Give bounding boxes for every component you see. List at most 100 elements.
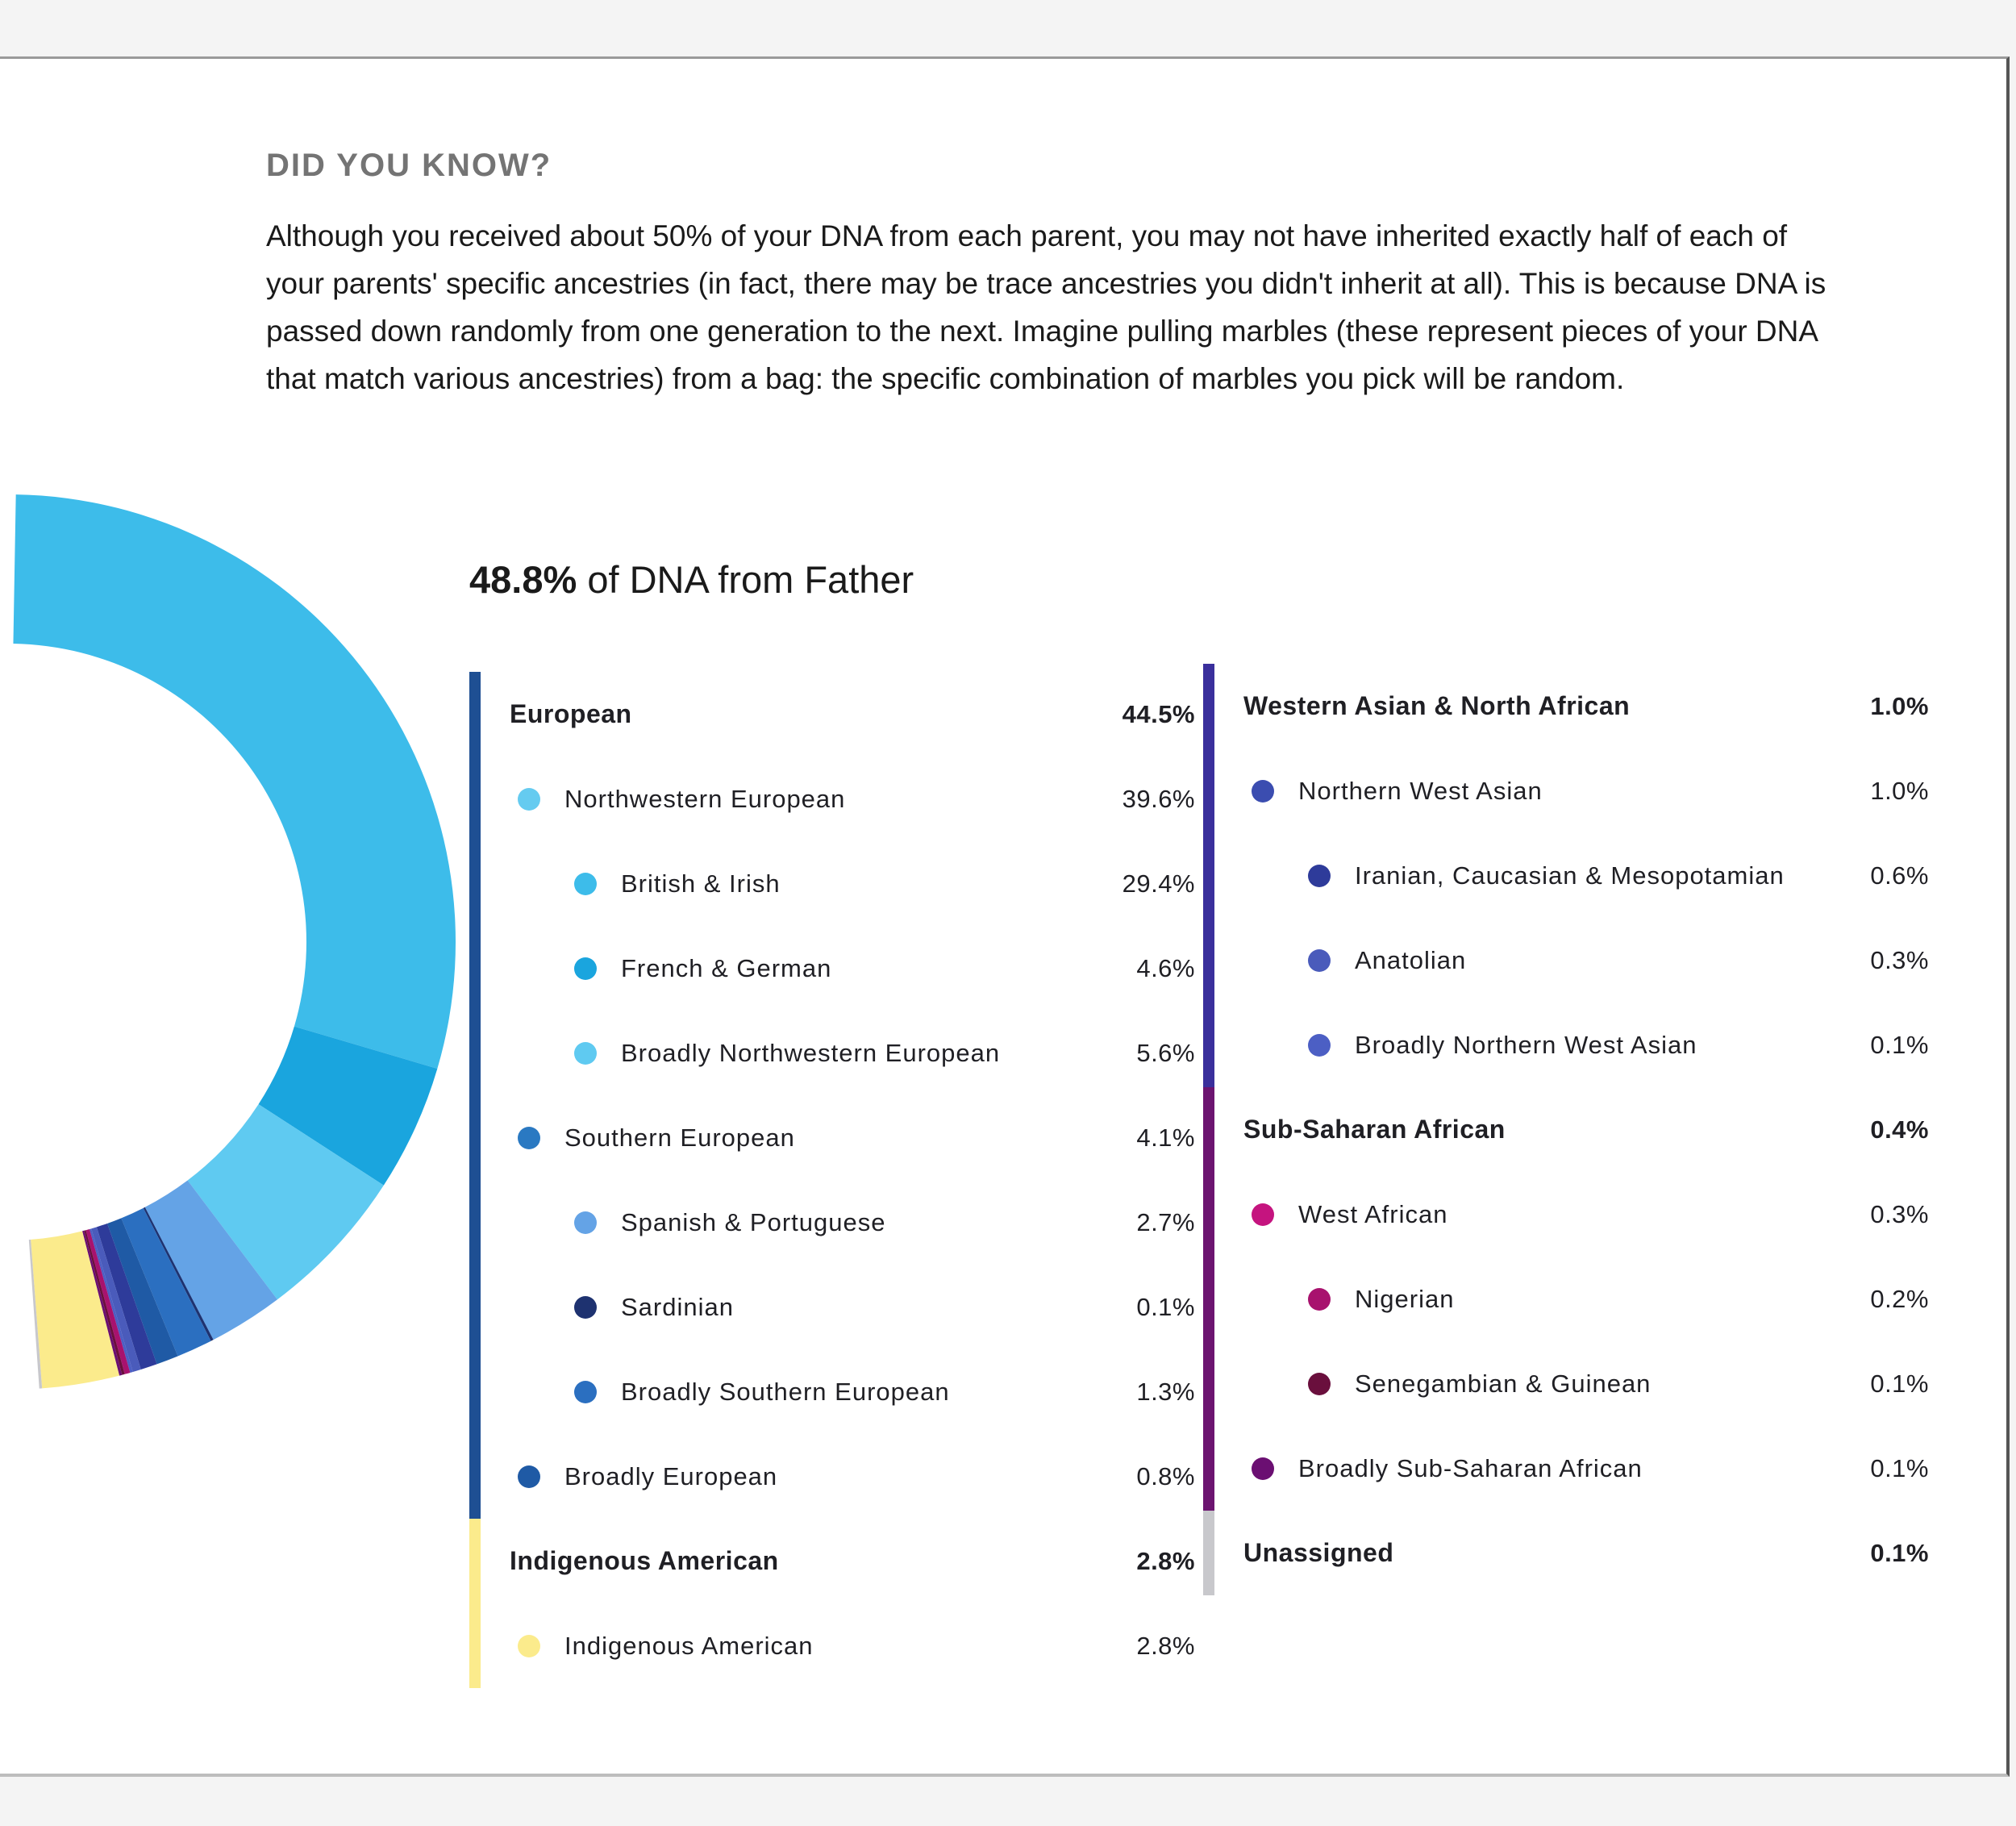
color-dot-icon bbox=[574, 957, 597, 980]
ancestry-name: Broadly Sub-Saharan African bbox=[1298, 1453, 1643, 1482]
ancestry-name: Nigerian bbox=[1355, 1284, 1455, 1313]
ancestry-group-name: Sub-Saharan African bbox=[1243, 1115, 1506, 1144]
ancestry-name: Broadly Northern West Asian bbox=[1355, 1030, 1697, 1059]
donut-slice-senegambian-and-guinean bbox=[84, 1230, 125, 1375]
ancestry-group-indigenous-american[interactable]: Indigenous American 2.8% bbox=[469, 1519, 1195, 1603]
ancestry-row-iranian-caucasian-and-mesopotamian[interactable]: Iranian, Caucasian & Mesopotamian 0.6% bbox=[1203, 833, 1929, 918]
group-color-bar-sub-saharan-african bbox=[1203, 1087, 1214, 1511]
ancestry-percent: 2.8% bbox=[1136, 1631, 1195, 1660]
ancestry-group-unassigned[interactable]: Unassigned 0.1% bbox=[1203, 1511, 1929, 1595]
donut-slice-sardinian bbox=[143, 1207, 214, 1341]
color-dot-icon bbox=[518, 787, 540, 811]
donut-slice-british-and-irish bbox=[13, 494, 456, 1069]
ancestry-name: Sardinian bbox=[621, 1292, 734, 1321]
ancestry-group-name: Unassigned bbox=[1243, 1538, 1394, 1567]
ancestry-row-northwestern-european[interactable]: Northwestern European 39.6% bbox=[469, 757, 1195, 841]
ancestry-row-broadly-european[interactable]: Broadly European 0.8% bbox=[469, 1434, 1195, 1519]
father-dna-percent: 48.8% bbox=[469, 558, 577, 601]
ancestry-percent: 0.8% bbox=[1136, 1461, 1195, 1490]
ancestry-row-anatolian[interactable]: Anatolian 0.3% bbox=[1203, 918, 1929, 1003]
ancestry-row-broadly-northwestern-european[interactable]: Broadly Northwestern European 5.6% bbox=[469, 1011, 1195, 1095]
ancestry-percent: 1.3% bbox=[1136, 1377, 1195, 1406]
donut-slice-broadly-northwestern-european bbox=[187, 1104, 384, 1300]
ancestry-name: Anatolian bbox=[1355, 945, 1467, 974]
donut-slice-spanish-and-portuguese bbox=[144, 1180, 277, 1340]
ancestry-row-british-and-irish[interactable]: British & Irish 29.4% bbox=[469, 841, 1195, 926]
ancestry-row-broadly-southern-european[interactable]: Broadly Southern European 1.3% bbox=[469, 1349, 1195, 1434]
color-dot-icon bbox=[1308, 1033, 1331, 1057]
ancestry-percent: 0.1% bbox=[1870, 1453, 1929, 1482]
color-dot-icon bbox=[1308, 948, 1331, 972]
ancestry-row-spanish-and-portuguese[interactable]: Spanish & Portuguese 2.7% bbox=[469, 1180, 1195, 1265]
ancestry-percent: 4.1% bbox=[1136, 1123, 1195, 1152]
ancestry-name: Iranian, Caucasian & Mesopotamian bbox=[1355, 861, 1785, 890]
ancestry-percent: 0.2% bbox=[1870, 1284, 1929, 1313]
ancestry-percent: 2.7% bbox=[1136, 1207, 1195, 1236]
ancestry-group-percent: 1.0% bbox=[1870, 691, 1929, 720]
ancestry-row-nigerian[interactable]: Nigerian 0.2% bbox=[1203, 1257, 1929, 1341]
intro-paragraph: Although you received about 50% of your … bbox=[266, 219, 1826, 395]
color-dot-icon bbox=[574, 1211, 597, 1234]
donut-slice-broadly-european bbox=[107, 1218, 178, 1365]
ancestry-group-sub-saharan-african[interactable]: Sub-Saharan African 0.4% bbox=[1203, 1087, 1929, 1172]
father-dna-heading: 48.8% of DNA from Father bbox=[469, 557, 914, 602]
ancestry-name: British & Irish bbox=[621, 869, 781, 898]
donut-slice-iranian-caucasian-and-mesopotamian bbox=[96, 1223, 157, 1370]
group-color-bar-western-asian-and-north-african bbox=[1203, 664, 1214, 1087]
ancestry-row-senegambian-and-guinean[interactable]: Senegambian & Guinean 0.1% bbox=[1203, 1341, 1929, 1426]
color-dot-icon bbox=[1252, 1457, 1274, 1480]
ancestry-list-left: European 44.5% Northwestern European 39.6% B… bbox=[469, 672, 1195, 1688]
ancestry-row-southern-european[interactable]: Southern European 4.1% bbox=[469, 1095, 1195, 1180]
ancestry-percent: 4.6% bbox=[1136, 953, 1195, 982]
color-dot-icon bbox=[574, 1041, 597, 1065]
ancestry-name: Broadly European bbox=[564, 1461, 778, 1490]
ancestry-group-percent: 0.4% bbox=[1870, 1115, 1929, 1144]
ancestry-name: Southern European bbox=[564, 1123, 795, 1152]
color-dot-icon bbox=[1308, 1287, 1331, 1311]
ancestry-percent: 1.0% bbox=[1870, 776, 1929, 805]
ancestry-row-french-and-german[interactable]: French & German 4.6% bbox=[469, 926, 1195, 1011]
ancestry-name: Northwestern European bbox=[564, 784, 846, 813]
ancestry-group-name: European bbox=[510, 699, 632, 728]
ancestry-row-sardinian[interactable]: Sardinian 0.1% bbox=[469, 1265, 1195, 1349]
ancestry-name: French & German bbox=[621, 953, 832, 982]
ancestry-row-west-african[interactable]: West African 0.3% bbox=[1203, 1172, 1929, 1257]
page: DID YOU KNOW? Although you received abou… bbox=[0, 56, 2010, 1777]
ancestry-donut-chart bbox=[13, 494, 456, 1389]
donut-slice-nigerian bbox=[85, 1228, 131, 1374]
color-dot-icon bbox=[1252, 779, 1274, 803]
ancestry-group-percent: 2.8% bbox=[1136, 1546, 1195, 1575]
donut-slice-broadly-sub-saharan-african bbox=[82, 1230, 123, 1376]
color-dot-icon bbox=[1252, 1203, 1274, 1226]
ancestry-group-european[interactable]: European 44.5% bbox=[469, 672, 1195, 757]
ancestry-percent: 0.3% bbox=[1870, 945, 1929, 974]
ancestry-row-broadly-sub-saharan-african[interactable]: Broadly Sub-Saharan African 0.1% bbox=[1203, 1426, 1929, 1511]
ancestry-row-indigenous-american[interactable]: Indigenous American 2.8% bbox=[469, 1603, 1195, 1688]
ancestry-group-name: Western Asian & North African bbox=[1243, 691, 1631, 720]
ancestry-row-broadly-northern-west-asian[interactable]: Broadly Northern West Asian 0.1% bbox=[1203, 1003, 1929, 1087]
ancestry-name: Spanish & Portuguese bbox=[621, 1207, 886, 1236]
donut-slice-broadly-northern-west-asian bbox=[89, 1228, 133, 1373]
ancestry-list-right: Western Asian & North African 1.0% Norther… bbox=[1203, 664, 1929, 1595]
group-color-bar-indigenous-american bbox=[469, 1519, 481, 1688]
donut-slice-french-and-german bbox=[258, 1026, 438, 1186]
ancestry-name: Broadly Northwestern European bbox=[621, 1038, 1001, 1067]
ancestry-percent: 0.1% bbox=[1136, 1292, 1195, 1321]
ancestry-group-name: Indigenous American bbox=[510, 1546, 779, 1575]
color-dot-icon bbox=[574, 1295, 597, 1319]
color-dot-icon bbox=[1308, 1372, 1331, 1395]
color-dot-icon bbox=[518, 1126, 540, 1149]
group-color-bar-unassigned bbox=[1203, 1511, 1214, 1595]
group-color-bar-european bbox=[469, 672, 481, 1519]
ancestry-group-percent: 44.5% bbox=[1122, 699, 1195, 728]
ancestry-percent: 29.4% bbox=[1122, 869, 1195, 898]
color-dot-icon bbox=[1308, 864, 1331, 887]
color-dot-icon bbox=[574, 872, 597, 895]
ancestry-name: West African bbox=[1298, 1199, 1448, 1228]
ancestry-percent: 0.1% bbox=[1870, 1369, 1929, 1398]
father-dna-text: of DNA from Father bbox=[577, 558, 914, 601]
donut-slice-anatolian bbox=[91, 1227, 141, 1372]
ancestry-row-northern-west-asian[interactable]: Northern West Asian 1.0% bbox=[1203, 748, 1929, 833]
ancestry-group-western-asian-and-north-african[interactable]: Western Asian & North African 1.0% bbox=[1203, 664, 1929, 748]
ancestry-name: Indigenous American bbox=[564, 1631, 814, 1660]
